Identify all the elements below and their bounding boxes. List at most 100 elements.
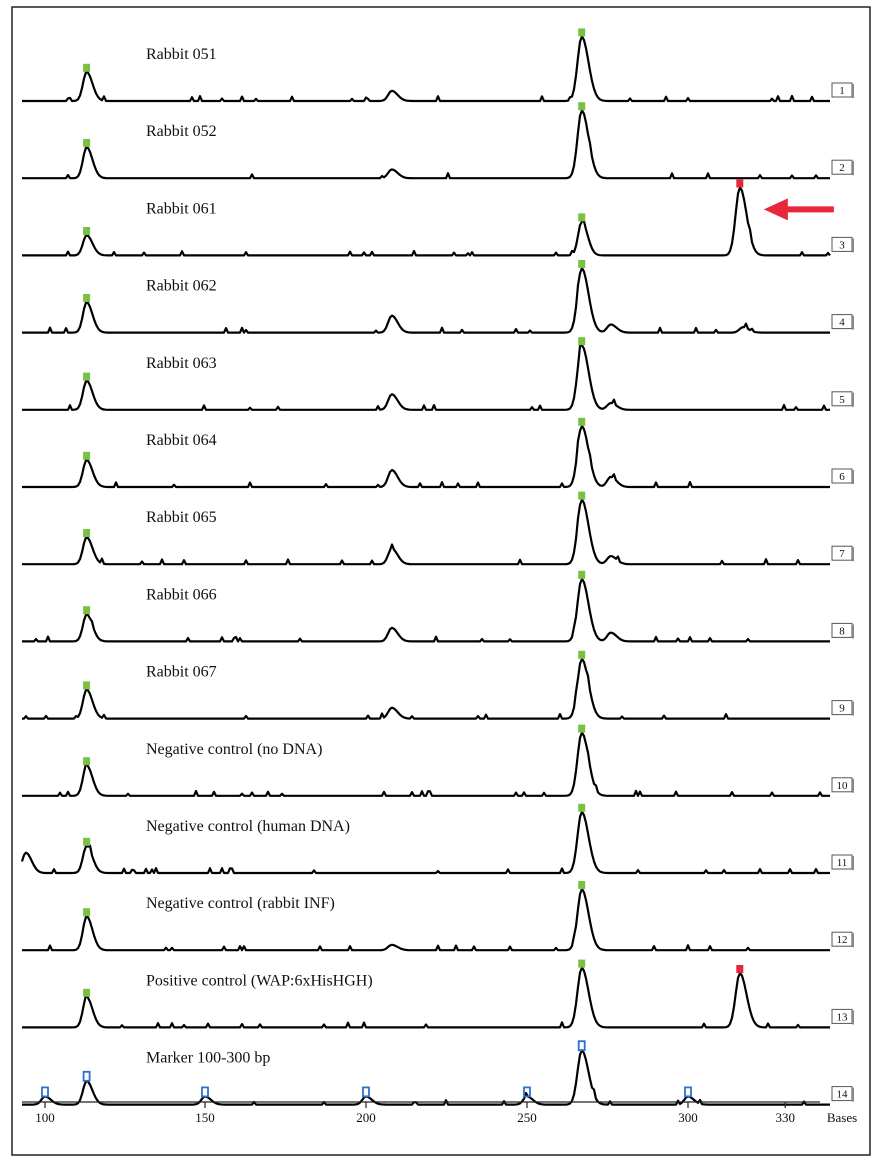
peak-marker xyxy=(83,227,91,235)
peak-marker xyxy=(83,606,91,615)
lane-label: Marker 100-300 bp xyxy=(146,1050,270,1067)
lane-trace xyxy=(22,35,830,103)
peak-marker xyxy=(83,908,91,917)
peak-marker xyxy=(83,138,91,147)
lane-label: Rabbit 062 xyxy=(146,278,217,295)
peak-marker xyxy=(578,260,586,268)
lane-label: Rabbit 064 xyxy=(146,432,217,449)
lane-6: Rabbit 064 6 xyxy=(22,417,854,489)
lane-trace xyxy=(22,966,830,1029)
peak-marker xyxy=(83,988,91,997)
lane-7: Rabbit 065 7 xyxy=(22,491,854,566)
figure-frame xyxy=(11,6,871,1156)
peak-marker xyxy=(736,179,744,188)
lane-trace xyxy=(22,498,830,566)
arrow-head xyxy=(763,198,788,221)
lane-10: Negative control (no DNA) 10 xyxy=(22,724,854,797)
size-marker-peak xyxy=(523,1086,531,1098)
peak-marker xyxy=(83,681,91,690)
x-tick-label: 250 xyxy=(517,1110,537,1125)
peak-marker xyxy=(578,881,586,889)
lane-label: Negative control (rabbit INF) xyxy=(146,895,335,912)
lane-number: 7 xyxy=(839,548,845,560)
size-marker-peak xyxy=(362,1086,370,1098)
lane-number: 12 xyxy=(837,934,848,946)
lane-label: Rabbit 065 xyxy=(146,509,217,526)
x-axis: 100 150 200 250 300 330 Bases xyxy=(22,1101,857,1125)
lane-number: 3 xyxy=(839,239,845,251)
lane-number: 13 xyxy=(837,1011,849,1023)
size-marker-peak xyxy=(684,1086,692,1098)
lane-13: Positive control (WAP:6xHisHGH) 13 xyxy=(22,959,854,1029)
peak-marker xyxy=(578,102,586,111)
lane-trace xyxy=(22,657,830,720)
peak-marker xyxy=(578,724,586,733)
peak-marker xyxy=(578,650,586,659)
x-tick-label: 100 xyxy=(35,1110,55,1125)
peak-marker xyxy=(578,417,586,426)
lane-number: 14 xyxy=(837,1089,849,1101)
size-marker-peak xyxy=(577,1040,586,1052)
lane-trace xyxy=(20,810,830,875)
peak-marker xyxy=(578,213,586,222)
peak-marker xyxy=(578,491,586,500)
annotation-arrow xyxy=(763,198,834,221)
lane-4: Rabbit 062 4 xyxy=(22,260,854,334)
lane-11: Negative control (human DNA) 11 xyxy=(20,803,854,875)
lane-trace xyxy=(22,1049,830,1106)
size-marker-peak xyxy=(82,1070,91,1082)
lane-label: Rabbit 061 xyxy=(146,200,217,217)
lane-trace xyxy=(22,577,830,643)
lane-trace xyxy=(22,424,830,489)
peak-marker xyxy=(578,28,586,37)
x-axis-unit-label: Bases xyxy=(827,1110,857,1125)
lane-9: Rabbit 067 9 xyxy=(22,650,854,720)
size-marker-peak xyxy=(41,1086,49,1098)
lane-2: Rabbit 052 2 xyxy=(22,102,854,180)
lane-trace xyxy=(22,731,830,797)
lane-3: Rabbit 061 3 xyxy=(22,179,854,257)
lane-trace xyxy=(22,186,831,257)
peak-marker xyxy=(578,570,586,579)
peak-marker xyxy=(578,337,586,346)
peak-marker xyxy=(83,294,91,302)
lane-label: Rabbit 066 xyxy=(146,586,217,603)
size-marker-peak xyxy=(201,1086,209,1098)
lane-5: Rabbit 063 5 xyxy=(22,337,854,411)
lane-trace xyxy=(22,109,830,180)
x-tick-label: 330 xyxy=(775,1110,795,1125)
lane-label: Positive control (WAP:6xHisHGH) xyxy=(146,972,373,989)
lane-8: Rabbit 066 8 xyxy=(22,570,854,643)
lane-label: Negative control (no DNA) xyxy=(146,741,322,758)
peak-marker xyxy=(83,757,91,766)
lane-number: 2 xyxy=(839,162,845,174)
peak-marker xyxy=(83,837,91,846)
lane-label: Negative control (human DNA) xyxy=(146,818,350,835)
lane-number: 4 xyxy=(839,317,845,329)
lane-14: Marker 100-300 bp 14 xyxy=(22,1040,854,1106)
lane-number: 10 xyxy=(837,780,849,792)
lane-label: Rabbit 052 xyxy=(146,123,217,140)
x-tick-label: 200 xyxy=(356,1110,376,1125)
x-tick-label: 150 xyxy=(195,1110,215,1125)
peak-marker xyxy=(83,529,91,537)
lane-1: Rabbit 051 1 xyxy=(22,28,854,103)
peak-marker xyxy=(578,803,586,812)
peak-marker xyxy=(83,372,91,381)
lane-number: 9 xyxy=(839,703,845,715)
peak-marker xyxy=(736,965,744,973)
lane-number: 8 xyxy=(839,625,845,637)
lane-number: 5 xyxy=(839,394,845,406)
peak-marker xyxy=(578,959,586,968)
lane-trace xyxy=(22,887,830,952)
peak-marker xyxy=(83,451,91,460)
lane-number: 1 xyxy=(839,85,845,97)
lane-number: 11 xyxy=(837,857,848,869)
lane-12: Negative control (rabbit INF) 12 xyxy=(22,881,854,952)
lane-trace xyxy=(22,266,830,334)
lane-number: 6 xyxy=(839,471,845,483)
lane-trace xyxy=(22,344,830,411)
lane-label: Rabbit 051 xyxy=(146,46,217,63)
